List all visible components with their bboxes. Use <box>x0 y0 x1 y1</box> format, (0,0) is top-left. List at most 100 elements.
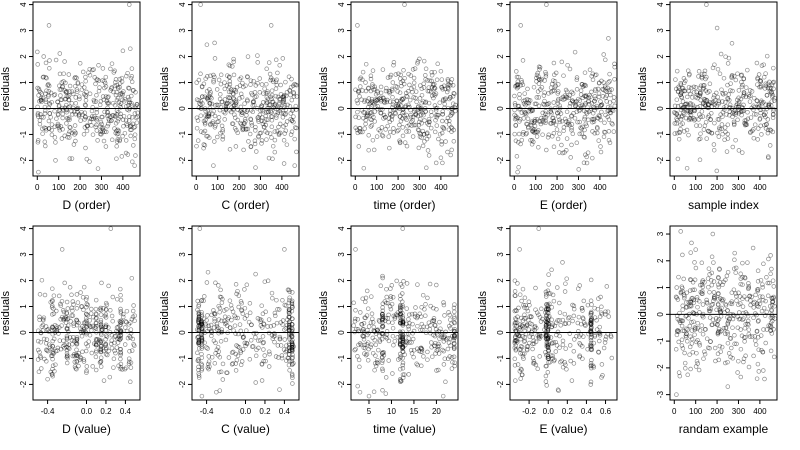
data-point <box>521 98 526 104</box>
data-point <box>526 97 531 103</box>
y-tick-label: -1 <box>337 354 346 362</box>
data-point <box>561 97 566 102</box>
data-point <box>206 113 211 119</box>
data-point <box>257 90 263 95</box>
data-point <box>681 276 686 282</box>
data-point <box>570 131 576 137</box>
data-point <box>57 338 63 343</box>
data-point <box>525 125 531 131</box>
data-point <box>283 111 288 116</box>
data-point <box>522 109 527 115</box>
data-point <box>611 95 617 100</box>
data-point <box>63 80 68 86</box>
data-point <box>603 130 608 135</box>
data-point <box>536 74 541 79</box>
data-point <box>386 134 391 139</box>
data-point <box>525 86 530 92</box>
data-point <box>440 111 445 117</box>
data-point <box>512 278 518 283</box>
data-point <box>93 81 98 87</box>
data-point <box>601 134 607 140</box>
data-point <box>95 166 101 171</box>
data-point <box>573 103 578 108</box>
data-point <box>516 103 522 109</box>
data-point <box>400 110 405 116</box>
data-point <box>365 113 370 118</box>
data-point <box>397 138 402 143</box>
data-point <box>47 111 52 116</box>
y-tick-label: 0 <box>178 106 187 111</box>
data-point <box>220 377 226 382</box>
data-point <box>550 115 556 121</box>
data-point <box>552 85 558 90</box>
data-point <box>699 260 705 266</box>
data-point <box>367 110 373 116</box>
data-point <box>46 89 52 94</box>
data-point <box>63 102 69 108</box>
data-point <box>544 383 549 388</box>
data-point <box>384 85 389 91</box>
data-point <box>682 105 687 110</box>
data-point <box>276 355 281 360</box>
data-point <box>100 125 106 131</box>
data-point <box>437 319 442 325</box>
data-point <box>685 68 691 73</box>
data-point <box>67 83 73 89</box>
data-point <box>52 92 58 97</box>
data-point <box>272 103 277 109</box>
data-point <box>98 364 104 369</box>
data-point <box>271 105 276 110</box>
data-point <box>410 89 415 95</box>
data-point <box>228 87 234 92</box>
data-point <box>211 78 216 83</box>
data-point <box>370 137 376 143</box>
data-point <box>400 125 405 130</box>
x-tick-label: 100 <box>529 183 543 192</box>
data-point <box>281 95 287 100</box>
data-point <box>97 102 103 108</box>
data-point <box>581 134 587 140</box>
data-point <box>754 60 760 66</box>
data-point <box>412 106 418 112</box>
data-point <box>421 354 426 359</box>
data-point <box>563 346 568 351</box>
data-point <box>371 87 376 92</box>
data-point <box>375 90 380 95</box>
data-point <box>672 110 677 115</box>
data-point <box>712 120 717 126</box>
data-point <box>204 133 209 139</box>
data-point <box>59 97 64 102</box>
data-point <box>59 136 65 141</box>
data-point <box>537 65 543 70</box>
data-point <box>540 118 545 123</box>
data-point <box>284 142 290 147</box>
y-tick-label: -1 <box>19 354 28 362</box>
data-point <box>360 77 365 82</box>
data-point <box>84 123 90 128</box>
data-point <box>216 77 222 83</box>
data-point <box>42 125 47 131</box>
data-point <box>723 360 728 366</box>
data-point <box>81 132 87 137</box>
data-point <box>406 105 411 110</box>
data-point <box>690 349 696 355</box>
data-point <box>730 144 736 150</box>
data-point <box>261 91 266 96</box>
data-point <box>129 101 134 106</box>
data-point <box>523 131 529 137</box>
data-point <box>270 99 275 105</box>
x-axis-label: time (value) <box>373 422 436 436</box>
data-point <box>90 67 95 73</box>
data-point <box>116 100 122 105</box>
data-point <box>227 79 233 84</box>
data-point <box>255 81 260 86</box>
data-point <box>280 56 286 61</box>
data-point <box>410 134 416 139</box>
data-point <box>693 265 699 271</box>
data-point <box>595 86 601 92</box>
data-point <box>66 97 72 103</box>
data-point <box>523 111 529 117</box>
data-point <box>563 87 569 93</box>
data-point <box>694 350 699 356</box>
data-point <box>517 95 522 101</box>
